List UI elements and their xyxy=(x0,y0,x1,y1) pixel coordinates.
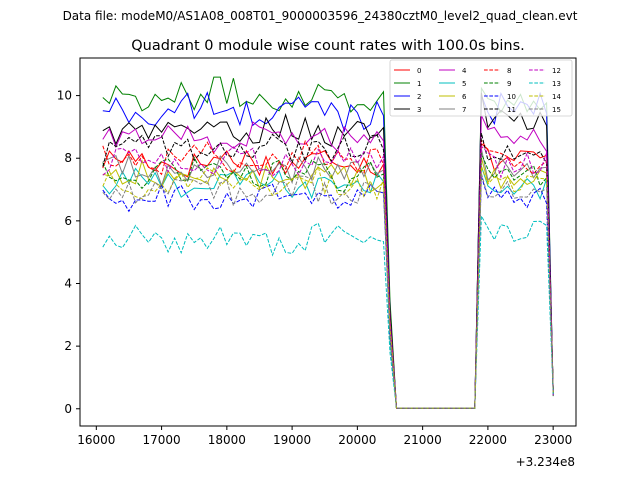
legend-label-11: 11 xyxy=(507,106,516,114)
series-line-3 xyxy=(102,92,554,409)
legend-label-5: 5 xyxy=(462,80,466,88)
legend-label-8: 8 xyxy=(507,67,511,75)
y-tick-label: 10 xyxy=(57,89,72,103)
x-tick-label: 20000 xyxy=(338,433,376,447)
chart-title: Quadrant 0 module wise count rates with … xyxy=(131,38,525,54)
legend-label-3: 3 xyxy=(417,106,421,114)
x-tick-label: 18000 xyxy=(208,433,246,447)
legend-label-12: 12 xyxy=(552,67,561,75)
series-line-0 xyxy=(102,142,554,409)
series-line-12 xyxy=(102,145,554,409)
x-tick-label: 22000 xyxy=(469,433,507,447)
legend-label-10: 10 xyxy=(507,93,516,101)
legend-label-15: 15 xyxy=(552,106,561,114)
x-tick-label: 21000 xyxy=(404,433,442,447)
legend-label-1: 1 xyxy=(417,80,421,88)
x-tick-label: 17000 xyxy=(142,433,180,447)
x-axis: 16000 17000 18000 19000 20000 21000 22000 23000 xyxy=(77,426,572,447)
legend-label-7: 7 xyxy=(462,106,466,114)
legend-box xyxy=(389,59,573,117)
x-tick-label: 16000 xyxy=(77,433,115,447)
legend-label-0: 0 xyxy=(417,67,421,75)
legend-label-4: 4 xyxy=(462,67,467,75)
series-line-10 xyxy=(102,176,554,409)
series-line-1 xyxy=(102,76,554,409)
plot-frame xyxy=(79,57,577,427)
legend-label-14: 14 xyxy=(552,93,561,101)
y-tick-label: 0 xyxy=(64,402,72,416)
y-tick-label: 4 xyxy=(64,276,72,290)
series-layer xyxy=(102,76,554,409)
chart-suptitle: Data file: modeM0/AS1A08_008T01_90000035… xyxy=(63,9,578,23)
y-tick-label: 2 xyxy=(64,339,72,353)
legend-label-6: 6 xyxy=(462,93,467,101)
series-line-2 xyxy=(102,91,554,409)
series-line-5 xyxy=(102,166,554,409)
series-line-14 xyxy=(102,164,554,409)
series-line-11 xyxy=(102,132,554,409)
legend-label-13: 13 xyxy=(552,80,561,88)
legend-label-2: 2 xyxy=(417,93,421,101)
series-line-15 xyxy=(102,173,554,409)
y-tick-label: 6 xyxy=(64,214,72,228)
x-tick-label: 23000 xyxy=(534,433,572,447)
series-line-13 xyxy=(102,214,554,409)
y-tick-label: 8 xyxy=(64,151,72,165)
y-axis: 0 2 4 6 8 10 xyxy=(57,89,80,416)
x-offset-label: +3.234e8 xyxy=(516,455,575,469)
legend-label-9: 9 xyxy=(507,80,511,88)
x-tick-label: 19000 xyxy=(273,433,311,447)
series-line-4 xyxy=(102,115,554,409)
